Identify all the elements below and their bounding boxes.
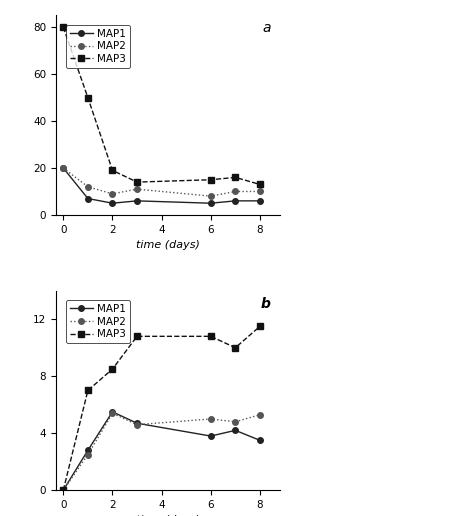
Line: MAP3: MAP3 — [61, 324, 263, 493]
MAP2 — [233, 188, 238, 195]
MAP3 — [134, 333, 140, 340]
MAP2 — [61, 165, 66, 171]
MAP1 — [85, 447, 91, 454]
MAP1 — [134, 420, 140, 426]
MAP1 — [61, 165, 66, 171]
Line: MAP2: MAP2 — [61, 165, 263, 199]
MAP3 — [257, 181, 263, 187]
MAP2 — [85, 452, 91, 458]
MAP1 — [233, 427, 238, 433]
MAP2 — [61, 487, 66, 493]
MAP2 — [110, 410, 115, 416]
MAP2 — [257, 412, 263, 418]
MAP2 — [134, 422, 140, 428]
MAP3 — [257, 323, 263, 329]
MAP3 — [61, 487, 66, 493]
MAP2 — [208, 416, 213, 422]
MAP3 — [208, 333, 213, 340]
Line: MAP1: MAP1 — [61, 165, 263, 206]
X-axis label: time (days): time (days) — [136, 240, 200, 250]
X-axis label: time (days): time (days) — [136, 515, 200, 516]
MAP3 — [110, 167, 115, 173]
MAP3 — [61, 24, 66, 30]
MAP2 — [85, 184, 91, 190]
Text: b: b — [261, 297, 271, 311]
MAP2 — [208, 193, 213, 199]
MAP1 — [208, 433, 213, 439]
MAP1 — [110, 200, 115, 206]
MAP1 — [61, 487, 66, 493]
MAP1 — [85, 196, 91, 202]
MAP1 — [110, 409, 115, 415]
MAP2 — [110, 191, 115, 197]
MAP1 — [257, 198, 263, 204]
Legend: MAP1, MAP2, MAP3: MAP1, MAP2, MAP3 — [66, 300, 130, 344]
MAP3 — [85, 94, 91, 101]
MAP1 — [233, 198, 238, 204]
MAP1 — [208, 200, 213, 206]
MAP3 — [233, 174, 238, 181]
MAP2 — [233, 418, 238, 425]
MAP2 — [257, 188, 263, 195]
MAP3 — [134, 179, 140, 185]
Line: MAP3: MAP3 — [61, 24, 263, 187]
Text: a: a — [262, 22, 271, 36]
MAP1 — [257, 437, 263, 443]
Line: MAP2: MAP2 — [61, 411, 263, 493]
MAP3 — [85, 388, 91, 394]
Legend: MAP1, MAP2, MAP3: MAP1, MAP2, MAP3 — [66, 25, 130, 68]
MAP3 — [110, 366, 115, 372]
MAP1 — [134, 198, 140, 204]
MAP3 — [208, 176, 213, 183]
MAP3 — [233, 345, 238, 351]
Line: MAP1: MAP1 — [61, 409, 263, 493]
MAP2 — [134, 186, 140, 192]
